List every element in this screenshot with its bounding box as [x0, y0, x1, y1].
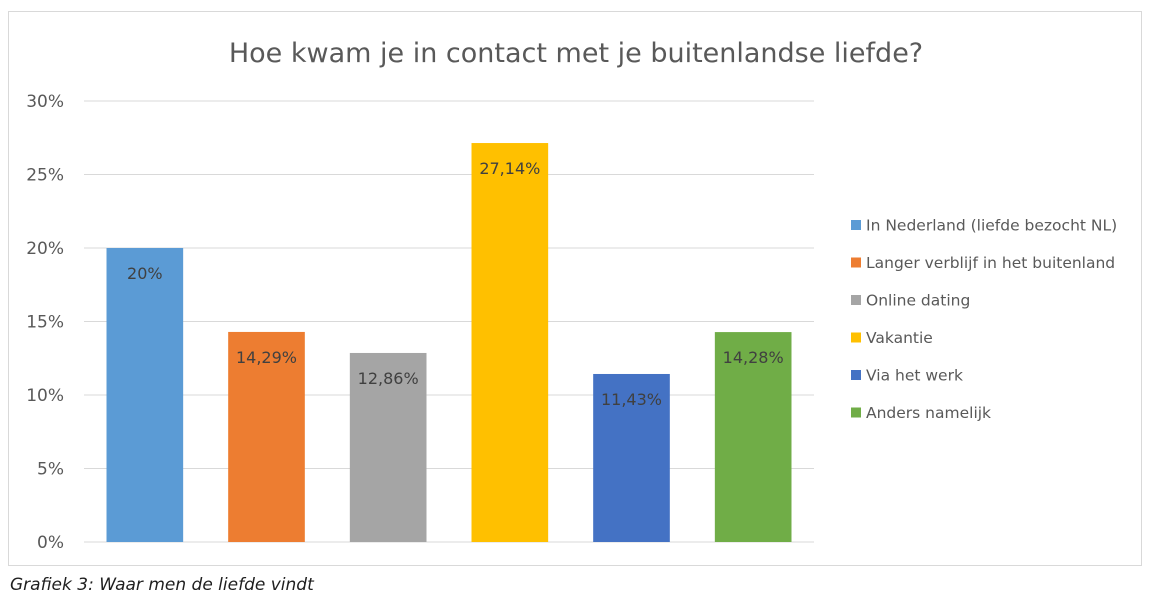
- y-tick-label: 10%: [26, 386, 64, 406]
- bar-chart: Hoe kwam je in contact met je buitenland…: [26, 38, 1117, 553]
- y-tick-label: 5%: [37, 460, 64, 480]
- legend-swatch: [851, 332, 861, 343]
- bar: [349, 352, 427, 542]
- data-label: 14,28%: [723, 348, 784, 367]
- bar: [106, 248, 184, 542]
- y-tick-label: 15%: [26, 313, 64, 333]
- legend-label: Anders namelijk: [866, 404, 991, 422]
- legend-swatch: [851, 407, 861, 418]
- chart-title: Hoe kwam je in contact met je buitenland…: [229, 38, 923, 69]
- gridlines: [84, 100, 814, 543]
- legend-label: In Nederland (liefde bezocht NL): [866, 217, 1117, 235]
- y-tick-label: 20%: [26, 239, 64, 259]
- bar: [471, 143, 549, 543]
- y-tick-label: 25%: [26, 166, 64, 186]
- bar: [714, 332, 792, 542]
- legend-swatch: [851, 295, 861, 305]
- legend-swatch: [851, 220, 861, 230]
- data-label: 14,29%: [236, 348, 297, 367]
- y-axis-tick-labels: 0% 5% 10% 15% 20% 25% 30%: [26, 92, 64, 553]
- data-label: 20%: [127, 264, 163, 283]
- bars: [106, 143, 792, 543]
- bar: [228, 331, 305, 542]
- chart-frame: Hoe kwam je in contact met je buitenland…: [8, 11, 1142, 566]
- legend-label: Vakantie: [866, 329, 933, 347]
- legend-label: Online dating: [866, 292, 970, 310]
- data-label: 27,14%: [479, 159, 540, 178]
- legend-label: Langer verblijf in het buitenland: [866, 254, 1115, 272]
- data-label: 11,43%: [601, 390, 662, 409]
- bar: [593, 373, 670, 542]
- data-labels: 20% 14,29% 12,86% 27,14% 11,43% 14,28%: [127, 159, 784, 409]
- legend-swatch: [851, 257, 861, 268]
- y-tick-label: 30%: [26, 92, 64, 112]
- legend-swatch: [851, 370, 861, 380]
- legend: In Nederland (liefde bezocht NL) Langer v…: [851, 217, 1117, 422]
- data-label: 12,86%: [358, 369, 419, 388]
- legend-label: Via het werk: [866, 367, 963, 385]
- y-tick-label: 0%: [37, 533, 64, 553]
- figure-caption: Grafiek 3: Waar men de liefde vindt: [10, 575, 314, 595]
